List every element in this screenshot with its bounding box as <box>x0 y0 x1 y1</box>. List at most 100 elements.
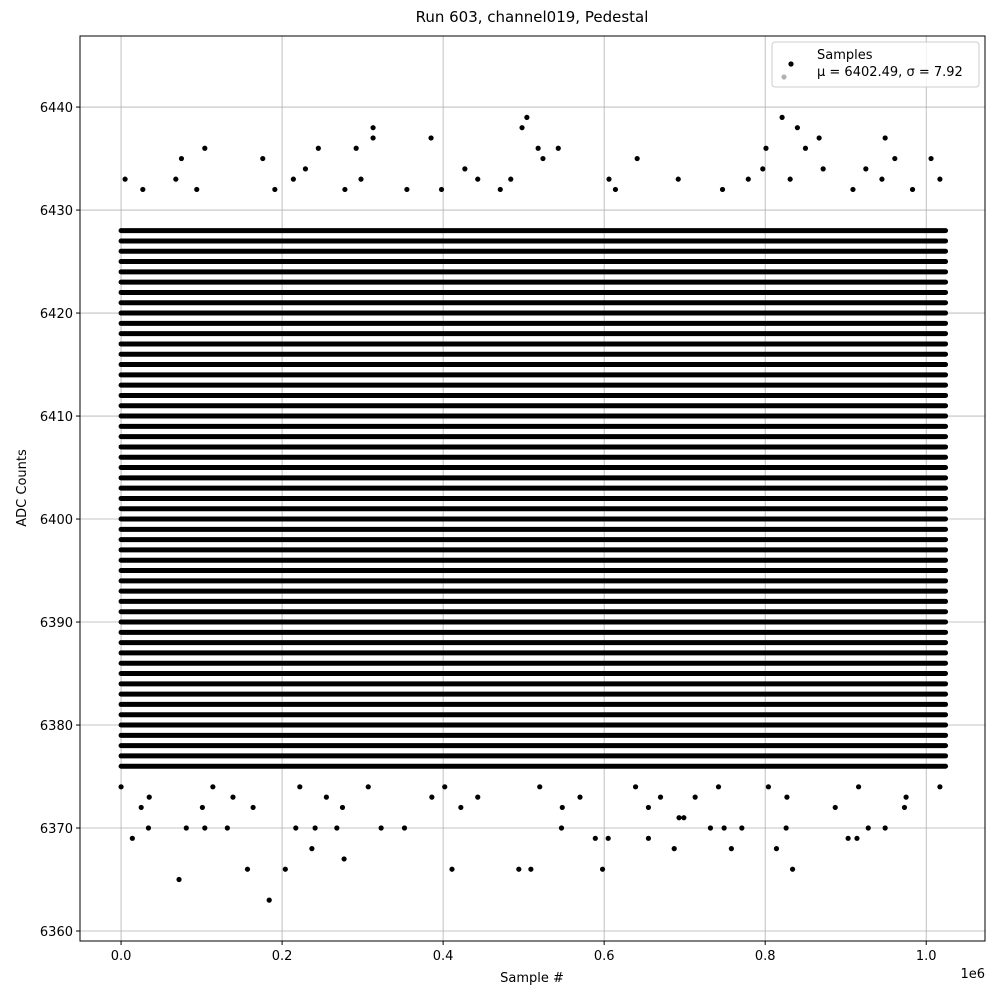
sample-point <box>555 145 561 151</box>
sample-point <box>449 866 455 872</box>
sample-point <box>903 794 909 800</box>
sample-point <box>645 835 652 841</box>
y-tick-label: 6440 <box>40 101 73 116</box>
sample-point <box>302 166 309 172</box>
sample-point <box>612 186 619 193</box>
sample-point <box>855 784 862 790</box>
sample-point <box>671 846 677 852</box>
y-tick-label: 6360 <box>40 925 73 940</box>
sample-point <box>657 794 664 800</box>
legend-box <box>771 41 980 88</box>
sample-point <box>892 155 898 162</box>
sample-point <box>334 825 340 831</box>
chart-title: Run 603, channel019, Pedestal <box>416 8 649 26</box>
sample-point <box>765 784 772 790</box>
sample-point <box>145 825 152 831</box>
sample-point <box>202 825 208 831</box>
sample-point <box>230 794 236 800</box>
sample-point <box>524 114 530 120</box>
sample-point <box>183 825 189 831</box>
sample-point <box>428 135 434 141</box>
sample-point <box>559 804 565 811</box>
sample-point <box>129 835 135 841</box>
sample-point <box>599 866 606 872</box>
sample-point <box>370 135 376 141</box>
sample-point <box>850 186 856 193</box>
sample-point <box>606 176 612 182</box>
sample-point <box>707 825 714 831</box>
sample-point <box>879 176 885 182</box>
sample-point <box>760 166 766 172</box>
y-tick-label: 6400 <box>40 513 73 528</box>
y-axis-label: ADC Counts <box>15 449 30 527</box>
sample-point <box>681 815 687 821</box>
sample-point <box>937 784 943 790</box>
sample-point <box>315 145 321 151</box>
sample-point <box>176 876 182 883</box>
sample-point <box>202 145 208 151</box>
sample-point <box>365 784 371 790</box>
sample-point <box>832 804 838 811</box>
x-offset-label: 1e6 <box>960 967 985 982</box>
sample-point <box>224 825 230 831</box>
sample-point <box>140 186 146 193</box>
legend-marker <box>788 61 794 67</box>
sample-point <box>194 186 200 193</box>
sample-point <box>244 866 251 872</box>
sample-point <box>358 176 364 182</box>
y-tick-label: 6390 <box>40 616 73 631</box>
sample-point <box>820 166 826 172</box>
sample-point <box>508 176 514 182</box>
sample-point <box>282 866 288 872</box>
sample-point <box>178 155 185 162</box>
x-tick-label: 0.2 <box>272 949 293 964</box>
sample-point <box>675 176 681 182</box>
sample-point <box>715 784 722 790</box>
sample-point <box>475 176 481 182</box>
sample-point <box>429 794 435 800</box>
sample-point <box>370 125 376 131</box>
x-tick-label: 1.0 <box>916 949 937 964</box>
sample-point <box>605 835 611 841</box>
y-tick-label: 6370 <box>40 822 73 837</box>
sample-point <box>260 155 266 162</box>
sample-point <box>692 794 698 800</box>
sample-point <box>937 176 943 182</box>
sample-point <box>138 804 144 811</box>
sample-point <box>719 186 726 193</box>
x-tick-label: 0.4 <box>433 949 454 964</box>
sample-point <box>789 866 796 872</box>
sample-point <box>516 866 522 872</box>
x-axis-label: Sample # <box>500 971 564 986</box>
sample-point <box>634 155 640 162</box>
sample-point <box>882 825 888 831</box>
y-tick-label: 6430 <box>40 204 73 219</box>
sample-point <box>592 835 598 841</box>
sample-point <box>577 794 583 800</box>
sample-point <box>342 186 348 193</box>
sample-point <box>863 166 869 172</box>
axes-frame <box>79 35 986 942</box>
sample-point <box>528 866 534 872</box>
sample-point <box>404 186 410 193</box>
sample-point <box>794 125 800 131</box>
x-tick-label: 0.0 <box>111 949 132 964</box>
sample-point <box>401 825 408 831</box>
sample-point <box>909 186 916 193</box>
legend-note: μ = 6402.49, σ = 7.92 <box>817 65 963 80</box>
sample-point <box>802 145 809 151</box>
y-tick-label: 6420 <box>40 307 73 322</box>
sample-point <box>442 784 448 790</box>
sample-point <box>519 125 525 131</box>
sample-point <box>250 804 256 811</box>
sample-point <box>122 176 128 182</box>
legend-label: Samples <box>817 48 873 63</box>
sample-point <box>146 794 152 800</box>
sample-point <box>865 825 871 831</box>
sample-point <box>353 145 359 151</box>
sample-point <box>323 794 329 800</box>
sample-point <box>882 135 888 141</box>
legend-marker <box>781 74 787 80</box>
sample-point <box>462 166 468 172</box>
